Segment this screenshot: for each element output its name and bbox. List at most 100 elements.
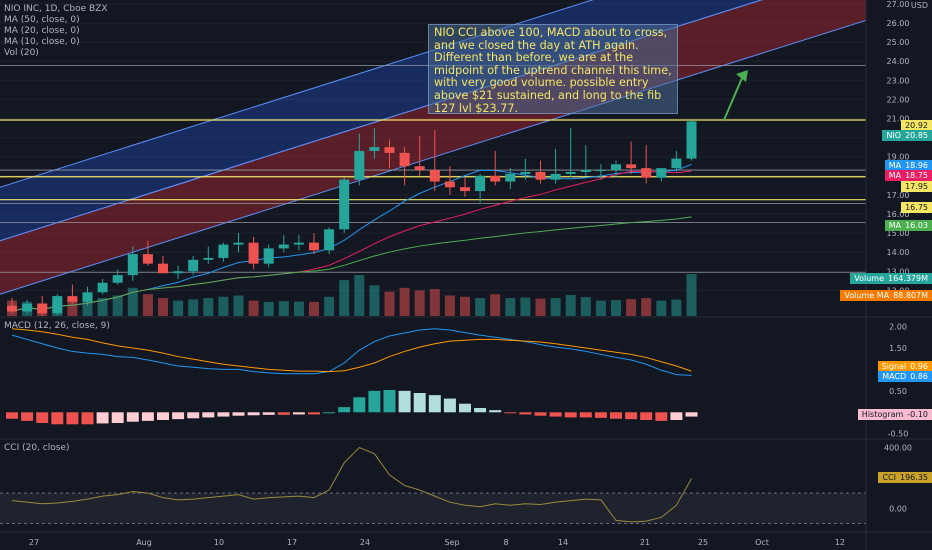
- macd-tick-label: 0.50: [889, 387, 907, 396]
- legend-ma10: MA (10, close, 0): [4, 37, 80, 47]
- candle-body: [384, 147, 395, 153]
- time-tick-label: 10: [214, 538, 224, 547]
- level-tag-1795: 17.95: [901, 181, 932, 192]
- histogram-bar: [398, 390, 411, 413]
- candle-body: [339, 179, 350, 230]
- volume-bar: [233, 295, 244, 316]
- price-tick-label: 23.00: [887, 76, 910, 85]
- volume-bar: [188, 299, 199, 316]
- histogram-bar: [655, 412, 668, 421]
- candle-body: [188, 259, 199, 272]
- volume-bar: [339, 280, 350, 316]
- annotation-note[interactable]: NIO CCI above 100, MACD about to cross, …: [428, 24, 678, 114]
- histogram-bar: [232, 412, 245, 416]
- volume-bar: [595, 300, 606, 316]
- candle-body: [324, 229, 335, 251]
- histogram-bar: [323, 412, 336, 414]
- candle-body: [460, 187, 470, 192]
- time-tick-label: 14: [558, 538, 568, 547]
- time-tick-label: 24: [360, 538, 370, 547]
- volume-bar: [550, 298, 561, 316]
- candle-body: [399, 152, 410, 167]
- legend-ma20: MA (20, close, 0): [4, 26, 80, 36]
- histogram-bar: [111, 412, 124, 423]
- volume-bar: [218, 296, 229, 316]
- candle-body: [444, 181, 455, 188]
- candle-body: [97, 282, 108, 293]
- candle-body: [158, 263, 168, 274]
- volume-bar: [309, 301, 319, 316]
- ma50-line: [11, 216, 692, 312]
- histogram-bar: [36, 412, 49, 423]
- candle-body: [595, 170, 606, 172]
- histogram-bar: [428, 395, 441, 413]
- candle-body: [278, 244, 289, 249]
- histogram-bar: [262, 412, 275, 415]
- volume-bar: [142, 294, 153, 316]
- histogram-bar: [277, 412, 290, 415]
- signal-tag: Signal 0.96: [877, 361, 932, 372]
- histogram-bar: [66, 412, 79, 425]
- legend-volume: Vol (20): [4, 48, 39, 58]
- volume-bar: [384, 291, 395, 316]
- volume-bar: [460, 296, 470, 316]
- histogram-bar: [172, 412, 185, 420]
- candle-body: [233, 242, 244, 245]
- price-tick-label: 27.00: [887, 0, 910, 9]
- volume-bar: [671, 299, 682, 316]
- cci-pane-label: CCI (20, close): [4, 443, 70, 453]
- volume-bar: [263, 301, 274, 316]
- volume-bar: [324, 296, 335, 316]
- projection-arrow-head: [736, 70, 748, 82]
- macd-pane-label: MACD (12, 26, close, 9): [4, 321, 110, 331]
- price-tick-label: 21.00: [887, 115, 910, 124]
- volume-bar: [535, 298, 546, 316]
- candle-body: [127, 254, 138, 276]
- histogram-bar: [459, 403, 471, 413]
- candle-body: [67, 296, 78, 302]
- histogram-bar: [292, 412, 305, 415]
- candle-body: [22, 303, 33, 312]
- ma-tag-1875: MA 18.75: [884, 170, 932, 181]
- candle-body: [248, 242, 259, 264]
- histogram-bar: [534, 412, 547, 416]
- volume-bar: [475, 298, 486, 316]
- volume-bar: [248, 300, 259, 316]
- candle-body: [263, 248, 274, 264]
- price-tick-label: 25.00: [887, 38, 910, 47]
- candle-body: [203, 257, 214, 260]
- time-tick-label: Oct: [755, 538, 769, 547]
- histogram-bar: [443, 398, 456, 413]
- histogram-bar: [383, 390, 396, 413]
- candle-body: [656, 168, 667, 178]
- chart-legend: NIO INC, 1D, Cboe BZX MA (50, close, 0) …: [4, 4, 108, 59]
- histogram-bar: [202, 412, 215, 418]
- volume-bar: [82, 301, 93, 316]
- price-tick-label: 14.00: [887, 248, 910, 257]
- time-tick-label: 12: [835, 538, 845, 547]
- candle-body: [82, 292, 93, 302]
- histogram-bar: [489, 410, 502, 413]
- cci-tick-label: 400.00: [884, 444, 912, 453]
- price-tick-label: 19.00: [887, 153, 910, 162]
- histogram-bar: [670, 412, 683, 420]
- histogram-bar: [187, 412, 200, 419]
- candle-body: [505, 173, 516, 182]
- candle-body: [686, 121, 697, 159]
- candle-body: [475, 175, 486, 192]
- histogram-bar: [685, 412, 698, 417]
- candle-body: [611, 164, 621, 171]
- histogram-bar: [247, 412, 260, 416]
- volume-bar: [565, 295, 576, 316]
- volume-bar: [293, 301, 304, 316]
- histogram-bar: [353, 397, 366, 413]
- volume-bar: [611, 300, 621, 316]
- cci-line: [11, 446, 692, 523]
- volume-bar: [354, 275, 365, 316]
- price-tick-label: 24.00: [887, 57, 910, 66]
- histogram-bar: [579, 412, 592, 418]
- histogram-bar: [141, 412, 154, 421]
- candle-body: [354, 150, 365, 180]
- candle-body: [550, 173, 561, 180]
